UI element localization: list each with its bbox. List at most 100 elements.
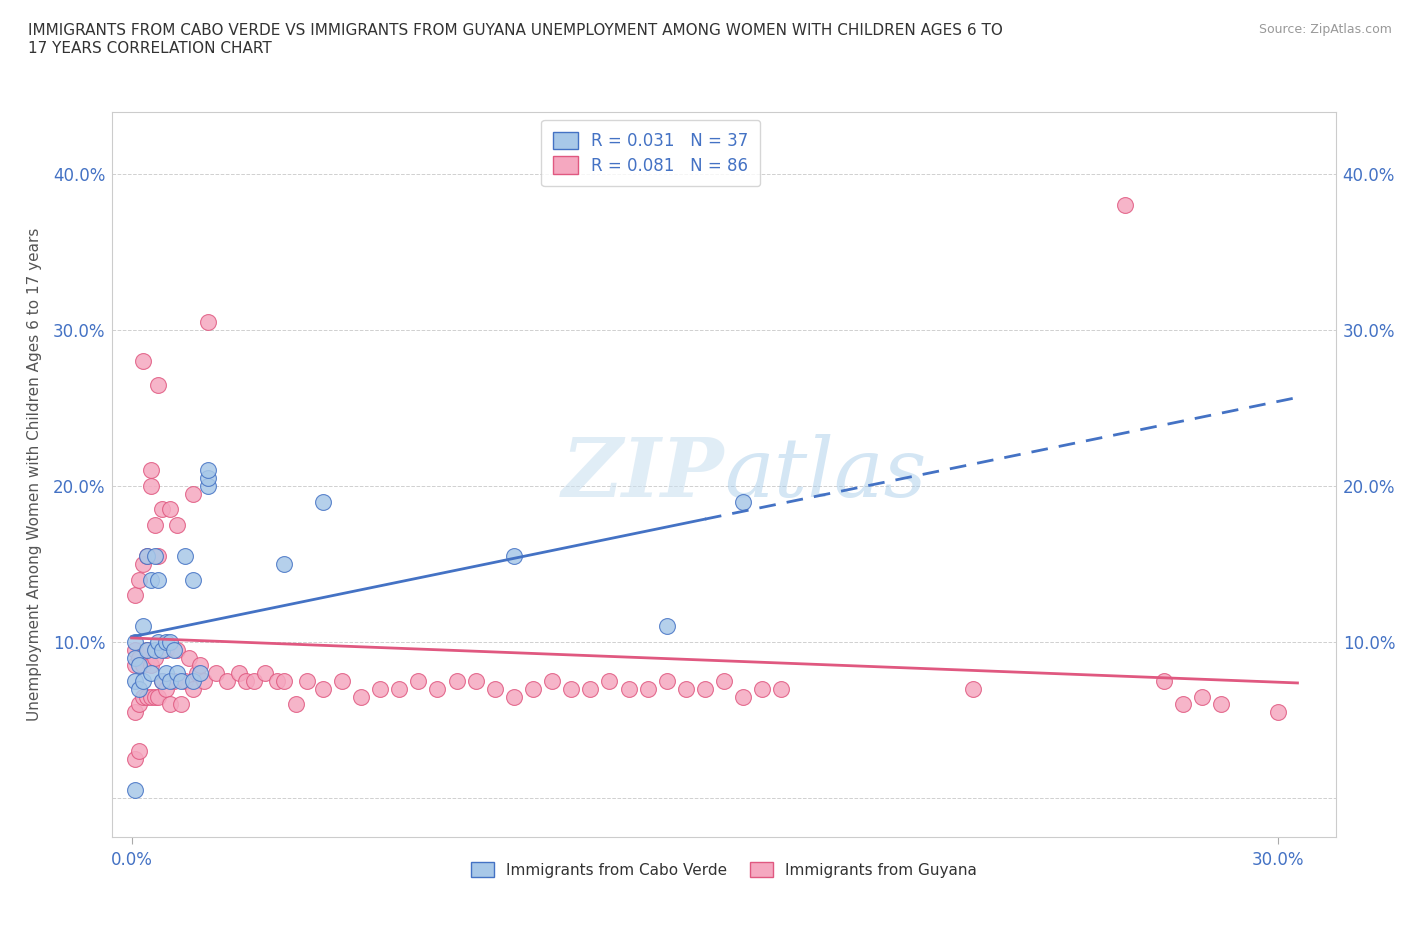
Point: [128, 658, 150, 672]
Point: [330, 673, 353, 688]
Point: [124, 705, 146, 720]
Point: [174, 549, 197, 564]
Point: [177, 650, 200, 665]
Point: [312, 494, 335, 509]
Point: [637, 682, 659, 697]
Point: [128, 650, 150, 665]
Point: [502, 689, 524, 704]
Point: [181, 572, 204, 587]
Point: [1209, 697, 1232, 711]
Point: [190, 666, 212, 681]
Point: [139, 479, 162, 494]
Point: [273, 673, 295, 688]
Point: [170, 673, 193, 688]
Point: [751, 682, 773, 697]
Point: [124, 783, 146, 798]
Point: [693, 682, 716, 697]
Text: ZIP: ZIP: [561, 434, 724, 514]
Point: [197, 479, 219, 494]
Point: [962, 682, 984, 697]
Point: [713, 673, 735, 688]
Point: [502, 549, 524, 564]
Point: [388, 682, 411, 697]
Point: [148, 572, 170, 587]
Legend: Immigrants from Cabo Verde, Immigrants from Guyana: Immigrants from Cabo Verde, Immigrants f…: [465, 856, 983, 884]
Point: [139, 572, 162, 587]
Point: [312, 682, 335, 697]
Point: [124, 588, 146, 603]
Point: [139, 689, 162, 704]
Point: [132, 353, 155, 368]
Text: Source: ZipAtlas.com: Source: ZipAtlas.com: [1258, 23, 1392, 36]
Point: [598, 673, 620, 688]
Point: [235, 673, 257, 688]
Point: [522, 682, 544, 697]
Point: [155, 666, 177, 681]
Point: [273, 556, 295, 571]
Point: [159, 673, 181, 688]
Text: IMMIGRANTS FROM CABO VERDE VS IMMIGRANTS FROM GUYANA UNEMPLOYMENT AMONG WOMEN WI: IMMIGRANTS FROM CABO VERDE VS IMMIGRANTS…: [28, 23, 1002, 56]
Point: [143, 689, 166, 704]
Point: [446, 673, 468, 688]
Point: [155, 682, 177, 697]
Point: [1191, 689, 1213, 704]
Point: [464, 673, 486, 688]
Point: [1171, 697, 1194, 711]
Point: [139, 658, 162, 672]
Point: [243, 673, 266, 688]
Point: [204, 666, 226, 681]
Point: [675, 682, 697, 697]
Point: [197, 314, 219, 329]
Point: [181, 682, 204, 697]
Point: [148, 634, 170, 649]
Point: [770, 682, 793, 697]
Point: [135, 549, 157, 564]
Point: [1153, 673, 1175, 688]
Point: [368, 682, 391, 697]
Point: [135, 643, 157, 658]
Point: [128, 744, 150, 759]
Text: atlas: atlas: [724, 434, 927, 514]
Point: [150, 502, 173, 517]
Point: [166, 666, 188, 681]
Point: [124, 650, 146, 665]
Point: [284, 697, 307, 711]
Point: [150, 673, 173, 688]
Point: [124, 658, 146, 672]
Point: [135, 689, 157, 704]
Point: [197, 463, 219, 478]
Point: [733, 494, 755, 509]
Point: [579, 682, 602, 697]
Point: [159, 502, 181, 517]
Point: [186, 666, 208, 681]
Point: [350, 689, 373, 704]
Point: [143, 643, 166, 658]
Point: [150, 673, 173, 688]
Point: [266, 673, 288, 688]
Point: [159, 634, 181, 649]
Point: [228, 666, 250, 681]
Point: [139, 666, 162, 681]
Point: [128, 697, 150, 711]
Point: [132, 556, 155, 571]
Point: [135, 549, 157, 564]
Point: [128, 682, 150, 697]
Point: [484, 682, 506, 697]
Point: [174, 673, 197, 688]
Point: [124, 643, 146, 658]
Point: [155, 643, 177, 658]
Point: [132, 673, 155, 688]
Point: [132, 689, 155, 704]
Point: [150, 643, 173, 658]
Point: [181, 486, 204, 501]
Point: [148, 549, 170, 564]
Point: [163, 673, 186, 688]
Point: [166, 643, 188, 658]
Point: [190, 658, 212, 672]
Point: [655, 619, 678, 634]
Point: [163, 643, 186, 658]
Point: [408, 673, 430, 688]
Point: [159, 697, 181, 711]
Point: [197, 471, 219, 485]
Point: [1114, 198, 1136, 213]
